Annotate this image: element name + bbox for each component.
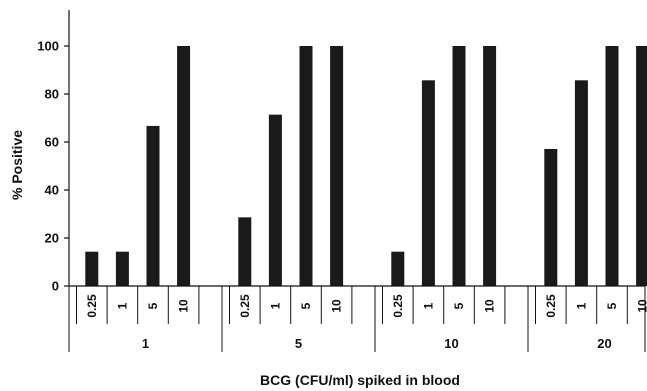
bar (544, 148, 558, 286)
category-label: 0.25 (85, 294, 99, 318)
y-axis-title: % Positive (9, 130, 25, 200)
group-label: 1 (142, 336, 149, 351)
bar (177, 46, 191, 286)
y-tick-label: 60 (45, 135, 59, 150)
bar (330, 46, 344, 286)
category-label: 1 (574, 302, 588, 309)
bar (421, 80, 435, 286)
bar (636, 46, 647, 286)
y-tick-label: 80 (45, 87, 59, 102)
x-axis-title: BCG (CFU/ml) spiked in blood (260, 372, 460, 388)
bar (238, 217, 252, 286)
bar (452, 46, 466, 286)
y-axis: 0 20 40 60 80 100 (37, 10, 70, 294)
y-tick-label: 40 (45, 183, 59, 198)
category-label: 0.25 (391, 294, 405, 318)
category-label: 1 (115, 302, 129, 309)
bar (483, 46, 497, 286)
category-label: 10 (177, 299, 191, 313)
category-label: 0.25 (544, 294, 558, 318)
group-label: 5 (295, 336, 302, 351)
category-label: 5 (452, 302, 466, 309)
bar (299, 46, 313, 286)
bar (146, 125, 160, 286)
group-label: 10 (444, 336, 458, 351)
category-label: 10 (330, 299, 344, 313)
category-label: 1 (268, 302, 282, 309)
group-label: 20 (597, 336, 611, 351)
bars (85, 46, 647, 286)
category-label: 10 (636, 299, 647, 313)
bar (85, 251, 99, 286)
y-tick-label: 100 (37, 39, 59, 54)
bar (605, 46, 619, 286)
bar (115, 251, 129, 286)
y-tick-label: 20 (45, 231, 59, 246)
category-label: 5 (299, 302, 313, 309)
category-label: 0.25 (238, 294, 252, 318)
y-tick-label: 0 (52, 279, 59, 294)
bar (391, 251, 405, 286)
category-label: 5 (605, 302, 619, 309)
category-label: 5 (146, 302, 160, 309)
category-label: 1 (421, 302, 435, 309)
bar (268, 114, 282, 286)
category-label: 10 (483, 299, 497, 313)
bar (574, 80, 588, 286)
